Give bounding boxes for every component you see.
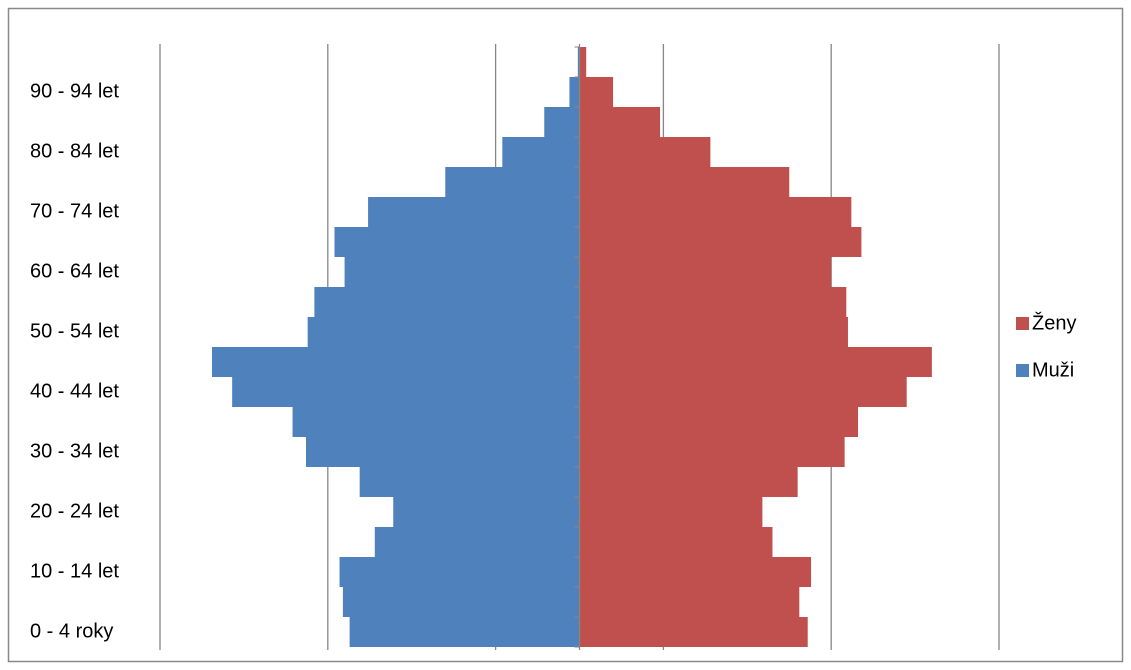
bar: [579, 47, 587, 77]
y-tick-label: 30 - 34 let: [30, 440, 119, 462]
bar: [544, 107, 580, 137]
bar: [577, 47, 580, 77]
bar: [292, 407, 580, 437]
bar: [342, 587, 580, 617]
y-tick-label: 90 - 94 let: [30, 80, 119, 102]
bar: [579, 137, 711, 167]
bar: [307, 317, 580, 347]
bar: [232, 377, 580, 407]
bar: [579, 227, 862, 257]
bar: [579, 287, 847, 317]
bar: [579, 377, 907, 407]
bar: [579, 437, 845, 467]
legend-swatch: [1016, 317, 1029, 330]
bar: [579, 197, 852, 227]
bar: [305, 437, 580, 467]
legend-label: Ženy: [1032, 311, 1076, 334]
bar: [579, 257, 832, 287]
bar: [212, 347, 580, 377]
bar: [359, 467, 580, 497]
bar: [579, 107, 661, 137]
bar: [344, 257, 580, 287]
bar: [368, 197, 580, 227]
bar: [579, 617, 808, 647]
bar: [314, 287, 580, 317]
bar: [579, 77, 614, 107]
bar: [502, 137, 580, 167]
bar: [579, 407, 859, 437]
y-tick-label: 20 - 24 let: [30, 500, 119, 522]
bar: [393, 497, 580, 527]
bar: [579, 167, 790, 197]
bar: [579, 467, 798, 497]
y-tick-label: 10 - 14 let: [30, 560, 119, 582]
y-tick-label: 80 - 84 let: [30, 140, 119, 162]
y-tick-label: 0 - 4 roky: [30, 620, 113, 642]
y-tick-label: 40 - 44 let: [30, 380, 119, 402]
legend-label: Muži: [1032, 359, 1074, 381]
y-tick-label: 50 - 54 let: [30, 320, 119, 342]
bar: [569, 77, 580, 107]
bar: [579, 317, 848, 347]
bar: [445, 167, 580, 197]
bar: [579, 497, 763, 527]
bar: [579, 347, 932, 377]
bar: [579, 527, 773, 557]
y-tick-label: 60 - 64 let: [30, 260, 119, 282]
bar: [579, 557, 812, 587]
y-tick-label: 70 - 74 let: [30, 200, 119, 222]
bar: [374, 527, 580, 557]
bar: [339, 557, 580, 587]
bar: [579, 587, 800, 617]
bar: [349, 617, 580, 647]
bar: [334, 227, 580, 257]
legend-swatch: [1016, 364, 1029, 377]
